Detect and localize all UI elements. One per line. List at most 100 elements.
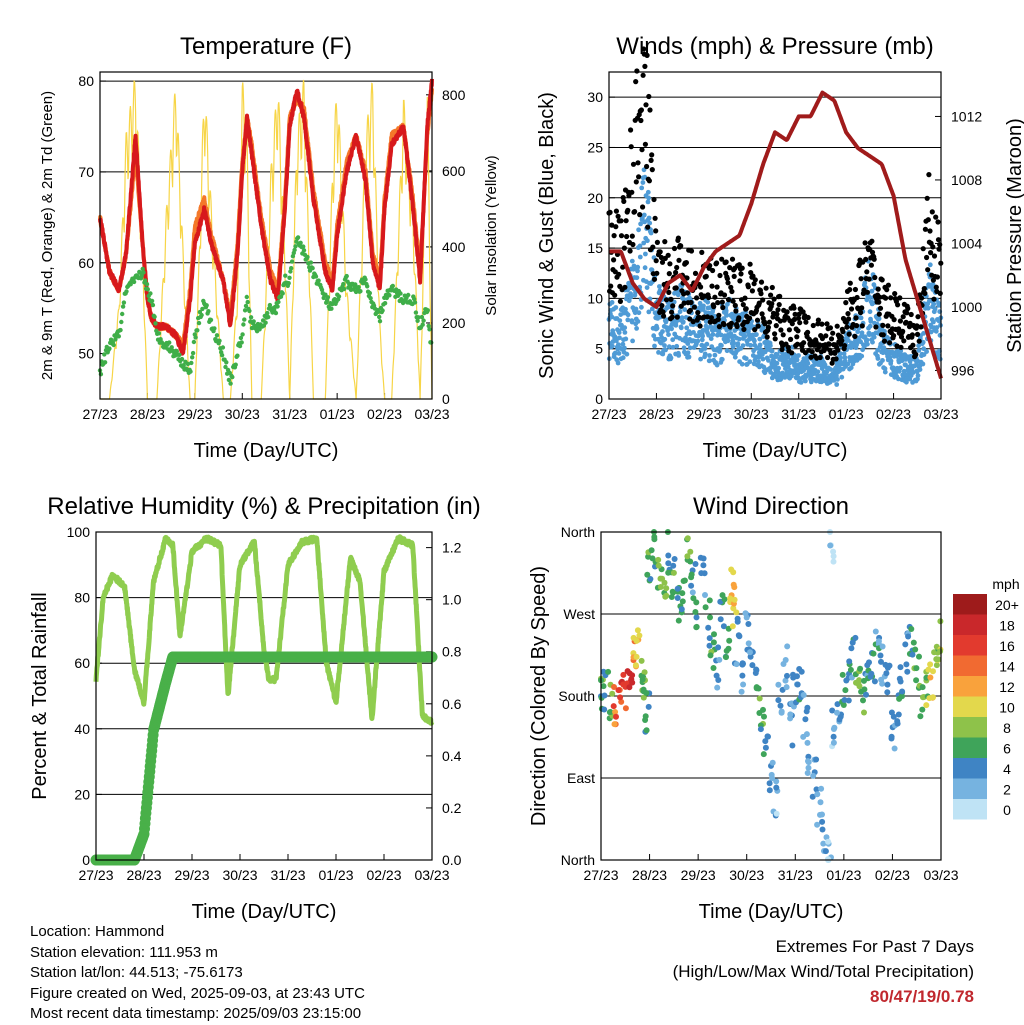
wind-point <box>645 238 650 244</box>
dewpoint-point <box>413 310 419 315</box>
wind-point <box>616 351 622 356</box>
wind-point <box>723 308 729 314</box>
x-tick-label: 02/23 <box>366 867 401 883</box>
wind-point <box>875 347 880 353</box>
gust-point <box>864 269 870 275</box>
wind-point <box>620 341 626 347</box>
gust-point <box>903 319 909 325</box>
gust-point <box>805 314 811 321</box>
dewpoint-point <box>169 345 174 350</box>
direction-point <box>890 713 897 720</box>
gust-point <box>834 323 840 329</box>
gust-point <box>632 209 638 215</box>
gust-point <box>875 286 881 292</box>
dewpoint-point <box>233 362 238 367</box>
gust-point <box>721 292 728 298</box>
direction-point <box>931 649 938 656</box>
wind-point <box>794 357 800 363</box>
gust-point <box>935 237 942 243</box>
direction-point <box>784 643 791 650</box>
wind-point <box>670 344 676 350</box>
direction-point <box>715 677 722 683</box>
wind-point <box>640 180 646 185</box>
direction-point <box>864 662 871 669</box>
gust-point <box>640 204 646 210</box>
gust-point <box>762 321 768 327</box>
direction-point <box>622 705 629 712</box>
wind-point <box>680 319 686 325</box>
gust-point <box>930 244 936 250</box>
gust-point <box>674 314 680 320</box>
gust-point <box>892 291 898 297</box>
wind-point <box>663 347 668 353</box>
dewpoint-point <box>427 327 432 332</box>
y-axis-label: Direction (Colored By Speed) <box>528 566 550 826</box>
gust-point <box>778 327 784 333</box>
direction-point <box>714 684 721 691</box>
direction-point <box>707 652 714 659</box>
gust-point <box>747 315 753 321</box>
direction-point <box>910 639 917 646</box>
gust-point <box>868 262 875 268</box>
y2-tick-label: 1004 <box>951 235 982 251</box>
y-tick-label: 60 <box>74 655 90 671</box>
dewpoint-point <box>235 353 240 358</box>
direction-point <box>717 616 724 623</box>
x-axis-label: Time (Day/UTC) <box>703 440 848 462</box>
gust-point <box>729 288 735 295</box>
gust-point <box>688 248 695 254</box>
y-tick-label: 80 <box>74 590 90 606</box>
wind-point <box>708 324 713 329</box>
wind-point <box>937 332 943 338</box>
gust-point <box>880 332 886 338</box>
gust-point <box>830 330 836 336</box>
direction-point <box>810 772 817 779</box>
direction-point <box>679 590 686 597</box>
colorbar-swatch <box>953 614 987 635</box>
wind-point <box>695 338 701 344</box>
gust-point <box>916 338 922 344</box>
y-tick-label: 25 <box>587 139 603 155</box>
dewpoint-point <box>280 291 285 296</box>
gust-point <box>707 319 713 325</box>
wind-point <box>776 365 781 371</box>
direction-point <box>702 592 708 598</box>
wind-point <box>612 350 618 356</box>
wind-point <box>881 345 887 351</box>
wind-point <box>796 353 801 358</box>
gust-point <box>751 281 757 287</box>
gust-point <box>648 157 654 163</box>
wind-point <box>871 334 877 340</box>
x-tick-label: 31/23 <box>781 406 816 422</box>
direction-point <box>825 856 831 863</box>
x-tick-label: 29/23 <box>686 406 721 422</box>
gust-point <box>687 307 694 313</box>
direction-point <box>648 547 655 554</box>
gust-point <box>853 315 859 321</box>
dewpoint-point <box>188 369 193 374</box>
wind-point <box>795 371 801 377</box>
wind-point <box>691 330 696 335</box>
wind-point <box>815 369 821 375</box>
wind-point <box>917 367 923 372</box>
gust-point <box>706 294 712 301</box>
direction-point <box>665 552 672 559</box>
gust-point <box>684 275 690 281</box>
gust-point <box>866 276 872 282</box>
gust-point <box>714 284 720 290</box>
dewpoint-point <box>429 340 434 345</box>
gust-point <box>703 273 709 279</box>
direction-point <box>612 709 619 715</box>
dewpoint-point <box>242 308 248 313</box>
dewpoint-point <box>153 321 158 326</box>
dewpoint-point <box>289 259 295 264</box>
gust-point <box>897 295 903 301</box>
gust-point <box>848 306 855 312</box>
gust-point <box>771 296 777 302</box>
dewpoint-point <box>243 303 249 309</box>
direction-point <box>830 733 837 740</box>
colorbar-swatch <box>953 778 987 799</box>
wind-point <box>704 326 710 332</box>
dewpoint-point <box>376 309 381 314</box>
gust-point <box>924 254 930 261</box>
